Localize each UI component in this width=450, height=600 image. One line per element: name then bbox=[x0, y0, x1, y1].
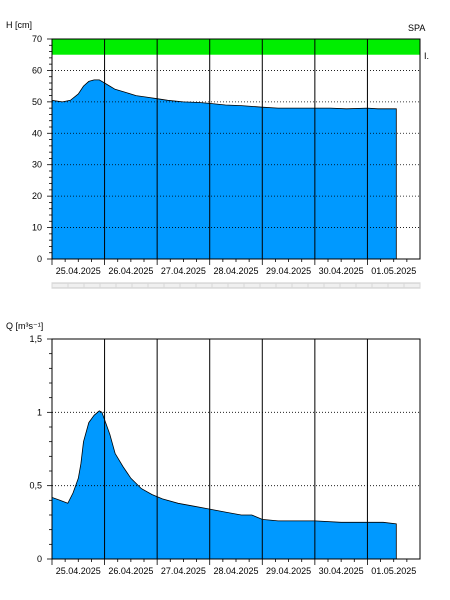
discharge-chart: 25.04.2025 26.04.2025 27.04.2025 28.04.2025… bbox=[29, 334, 421, 576]
h-y-tick-label-5: 50 bbox=[32, 97, 42, 107]
h-y-tick-label-4: 40 bbox=[32, 128, 42, 138]
q-date-label-4: 29.04.2025 bbox=[266, 566, 311, 576]
top-right-station-label: SPA bbox=[408, 23, 425, 33]
q-plot-frame bbox=[51, 338, 421, 560]
h-y-tick-label-0: 0 bbox=[37, 254, 42, 264]
water-level-chart: 25.04.2025 26.04.2025 27.04.2025 28.04.2025… bbox=[32, 34, 421, 276]
q-date-label-1: 26.04.2025 bbox=[108, 566, 153, 576]
q-date-label-0: 25.04.2025 bbox=[56, 566, 101, 576]
h-y-tick-label-2: 20 bbox=[32, 191, 42, 201]
q-date-label-6: 01.05.2025 bbox=[371, 566, 416, 576]
h-plot-frame bbox=[51, 38, 421, 260]
h-date-label-4: 29.04.2025 bbox=[266, 266, 311, 276]
discharge-axis-title: Q [m³s⁻¹] bbox=[6, 321, 43, 331]
h-y-tick-label-3: 30 bbox=[32, 160, 42, 170]
h-date-label-5: 30.04.2025 bbox=[319, 266, 364, 276]
q-date-label-3: 28.04.2025 bbox=[213, 566, 258, 576]
q-y-tick-label-1: 0,5 bbox=[29, 481, 42, 491]
water-level-axis-title: H [cm] bbox=[6, 20, 32, 30]
q-y-tick-label-0: 0 bbox=[37, 554, 42, 564]
q-y-tick-label-2: 1 bbox=[37, 407, 42, 417]
h-date-label-3: 28.04.2025 bbox=[213, 266, 258, 276]
scrollbar-track[interactable] bbox=[51, 282, 421, 289]
h-y-tick-label-6: 60 bbox=[32, 65, 42, 75]
q-date-label-2: 27.04.2025 bbox=[161, 566, 206, 576]
h-series-area bbox=[51, 79, 397, 260]
h-date-label-1: 26.04.2025 bbox=[108, 266, 153, 276]
time-scrollbar[interactable] bbox=[51, 282, 421, 289]
q-y-tick-label-3: 1,5 bbox=[29, 334, 42, 344]
h-date-label-2: 27.04.2025 bbox=[161, 266, 206, 276]
h-y-tick-label-7: 70 bbox=[32, 34, 42, 44]
h-date-label-6: 01.05.2025 bbox=[371, 266, 416, 276]
h-y-tick-label-1: 10 bbox=[32, 223, 42, 233]
h-date-label-0: 25.04.2025 bbox=[56, 266, 101, 276]
h-threshold-band bbox=[52, 39, 420, 55]
band-end-label: I. bbox=[424, 51, 429, 61]
q-series-area bbox=[51, 410, 397, 560]
q-date-label-5: 30.04.2025 bbox=[319, 566, 364, 576]
